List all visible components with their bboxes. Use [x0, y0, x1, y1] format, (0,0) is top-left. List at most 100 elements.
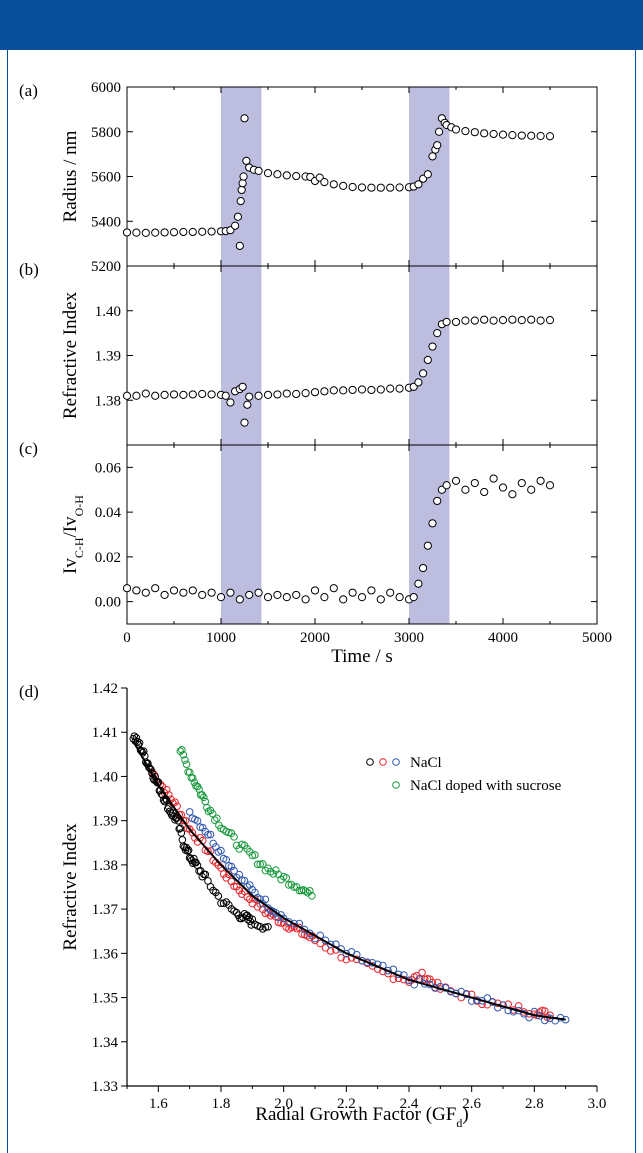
y-tick-label: 5600	[91, 170, 121, 186]
data-point	[376, 385, 385, 394]
data-point	[204, 847, 212, 856]
data-point	[310, 586, 320, 595]
panel-border	[7, 50, 636, 1153]
legend-label: NaCl doped with sucrose	[410, 778, 562, 794]
x-axis-title: Time / s	[331, 646, 393, 667]
data-point	[540, 1007, 549, 1015]
data-point	[489, 474, 498, 483]
plot-frame	[126, 86, 598, 267]
panel-a: 5200 5400 5600 5800 6000 (a) Radius / nm	[19, 80, 598, 275]
data-point	[179, 227, 188, 237]
data-point	[301, 595, 310, 604]
data-point	[231, 221, 240, 230]
data-point	[185, 808, 194, 816]
data-point	[461, 316, 470, 325]
data-point	[292, 389, 301, 399]
data-point	[254, 391, 263, 400]
data-point	[238, 179, 247, 188]
data-point	[451, 476, 461, 485]
data-point	[536, 316, 545, 325]
x-tick-label: 2.2	[337, 1096, 356, 1112]
data-point	[428, 519, 437, 528]
data-point	[230, 833, 238, 841]
x-tick-label: 2.6	[462, 1096, 481, 1112]
data-point	[225, 901, 233, 909]
data-point	[498, 316, 508, 325]
data-point	[169, 390, 179, 399]
data-point	[339, 181, 348, 190]
data-point	[235, 845, 244, 853]
data-point	[545, 316, 555, 325]
data-point	[441, 984, 450, 992]
data-point	[236, 197, 245, 206]
data-point	[508, 490, 517, 499]
data-point	[279, 918, 288, 927]
data-point	[254, 588, 263, 597]
data-point	[226, 588, 235, 597]
data-point	[263, 169, 273, 178]
y-tick-label: 1.38	[95, 393, 121, 409]
y-tick-label: 1.40	[92, 769, 118, 785]
data-point	[376, 183, 385, 192]
panel-label: (c)	[19, 439, 38, 458]
x-tick-label: 1.6	[149, 1096, 168, 1112]
data-point	[348, 182, 357, 192]
y-tick-label: 1.40	[95, 304, 121, 320]
data-point	[199, 793, 208, 802]
data-point	[470, 128, 479, 137]
data-point	[419, 369, 428, 378]
y-tick-label: 5800	[91, 125, 121, 141]
data-point	[423, 541, 432, 550]
data-point	[290, 883, 298, 891]
data-point	[498, 130, 508, 139]
data-point	[261, 895, 270, 904]
data-point	[389, 975, 398, 984]
x-tick-label: 3000	[394, 630, 424, 646]
y-tick-label: 1.42	[92, 681, 118, 697]
data-point	[227, 905, 236, 913]
data-point	[210, 816, 219, 824]
data-point	[181, 756, 189, 764]
data-point	[198, 791, 206, 799]
data-point	[436, 982, 445, 991]
panel-c: 0.00 0.02 0.04 0.06 (c) IvC-H/IvO-H 0 1000 2000 3…	[19, 439, 612, 667]
data-point	[517, 478, 526, 488]
data-point	[376, 595, 385, 604]
data-point	[308, 892, 316, 900]
data-point	[245, 392, 254, 401]
x-tick-label: 3.0	[588, 1096, 607, 1112]
data-point	[245, 895, 254, 904]
plot-frame	[126, 265, 598, 446]
data-point	[423, 170, 432, 179]
data-point	[320, 593, 329, 602]
data-point	[367, 586, 376, 595]
data-point	[261, 866, 270, 875]
data-point	[442, 317, 451, 327]
data-point	[201, 797, 210, 806]
data-point	[273, 590, 282, 600]
data-point	[386, 384, 395, 393]
y-tick-label: 1.41	[92, 725, 118, 741]
data-point	[178, 835, 187, 844]
data-point	[169, 586, 179, 595]
data-point	[329, 386, 338, 395]
data-point	[188, 586, 197, 595]
data-point	[195, 785, 203, 793]
data-point	[363, 958, 372, 966]
data-point	[219, 870, 228, 878]
data-point	[386, 588, 395, 597]
data-point	[175, 825, 184, 833]
data-point	[527, 485, 536, 494]
data-point	[418, 968, 426, 977]
data-point	[367, 183, 376, 192]
y-tick-label: 1.37	[92, 902, 119, 918]
data-point	[132, 228, 141, 237]
data-point	[282, 171, 291, 180]
data-point	[245, 590, 254, 600]
data-point	[240, 876, 249, 885]
data-point	[221, 391, 230, 400]
data-point	[419, 563, 428, 573]
data-point	[258, 860, 267, 868]
data-point	[508, 315, 517, 324]
panel-label: (a)	[19, 81, 38, 100]
